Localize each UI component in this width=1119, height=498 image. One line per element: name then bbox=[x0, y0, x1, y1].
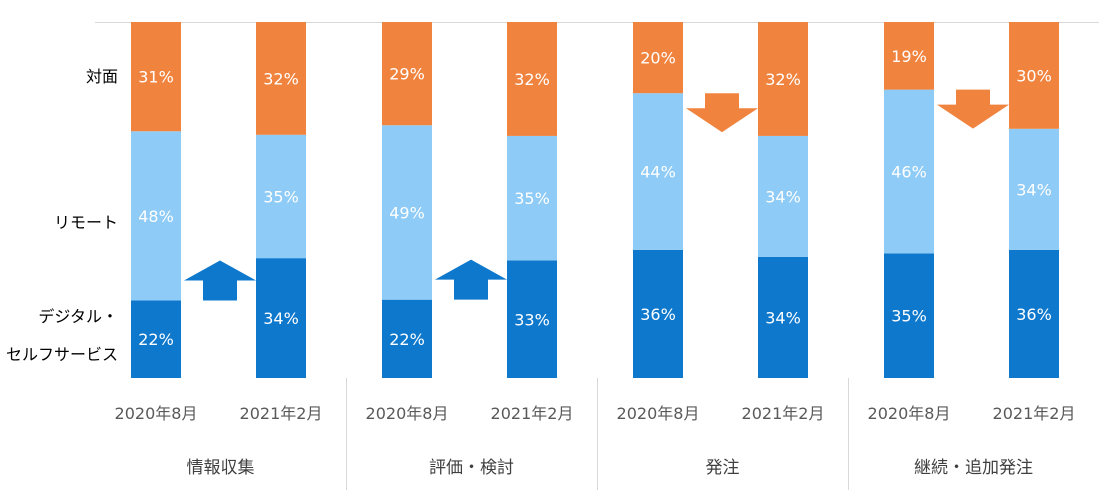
data-label-digital: 36% bbox=[640, 305, 676, 324]
data-label-face: 29% bbox=[389, 65, 425, 84]
group-label: 情報収集 bbox=[187, 458, 255, 478]
period-label: 2020年8月 bbox=[617, 404, 700, 423]
group-label: 継続・追加発注 bbox=[914, 458, 1033, 478]
bar-segment-face bbox=[758, 22, 808, 136]
group-label: 評価・検討 bbox=[429, 458, 514, 478]
data-label-digital: 34% bbox=[765, 308, 801, 327]
bar-segment-remote bbox=[256, 134, 306, 259]
bar-segment-digital bbox=[758, 256, 808, 378]
bar-segment-face bbox=[507, 22, 557, 136]
data-label-digital: 34% bbox=[263, 309, 299, 328]
data-label-digital: 35% bbox=[891, 307, 927, 326]
category-label-digital: セルフサービス bbox=[6, 345, 118, 364]
period-label: 2020年8月 bbox=[115, 404, 198, 423]
bar-segment-digital bbox=[131, 300, 181, 378]
bar-segment-remote bbox=[1009, 128, 1059, 250]
data-label-face: 31% bbox=[138, 68, 174, 87]
bar-segment-remote bbox=[633, 93, 683, 250]
period-label: 2021年2月 bbox=[491, 404, 574, 423]
category-label-remote: リモート bbox=[54, 213, 118, 232]
bar-segment-face bbox=[256, 22, 306, 135]
data-label-face: 32% bbox=[765, 70, 801, 89]
data-label-face: 32% bbox=[514, 70, 550, 89]
bar-segment-digital bbox=[1009, 249, 1059, 378]
period-label: 2020年8月 bbox=[366, 404, 449, 423]
data-label-face: 20% bbox=[640, 49, 676, 68]
data-label-face: 19% bbox=[891, 47, 927, 66]
data-label-remote: 46% bbox=[891, 163, 927, 182]
bar-segment-face bbox=[131, 22, 181, 132]
bar-segment-remote bbox=[382, 125, 432, 300]
bar-segment-remote bbox=[884, 89, 934, 254]
group-label: 発注 bbox=[706, 458, 740, 478]
data-label-digital: 22% bbox=[389, 330, 425, 349]
up-arrow-icon bbox=[184, 260, 256, 301]
bar-segment-face bbox=[633, 22, 683, 94]
data-label-remote: 35% bbox=[514, 189, 550, 208]
data-label-remote: 48% bbox=[138, 207, 174, 226]
data-label-remote: 34% bbox=[1016, 180, 1052, 199]
data-label-remote: 49% bbox=[389, 203, 425, 222]
bar-segment-digital bbox=[633, 249, 683, 378]
category-label-digital: デジタル・ bbox=[38, 307, 118, 326]
bar-segment-digital bbox=[256, 258, 306, 378]
bar-segment-remote bbox=[131, 131, 181, 301]
category-label-face: 対面 bbox=[86, 67, 118, 86]
bar-segment-face bbox=[382, 22, 432, 126]
data-label-remote: 34% bbox=[765, 187, 801, 206]
bar-segment-digital bbox=[884, 253, 934, 378]
down-arrow-icon bbox=[937, 89, 1009, 129]
period-label: 2021年2月 bbox=[240, 404, 323, 423]
bars-layer bbox=[131, 22, 1059, 378]
down-arrow-icon bbox=[686, 93, 758, 133]
bar-segment-remote bbox=[507, 135, 557, 261]
bar-segment-face bbox=[884, 22, 934, 90]
data-label-digital: 22% bbox=[138, 330, 174, 349]
bar-segment-digital bbox=[382, 299, 432, 378]
data-label-digital: 36% bbox=[1016, 305, 1052, 324]
bar-segment-remote bbox=[758, 135, 808, 257]
data-label-remote: 35% bbox=[263, 187, 299, 206]
period-label: 2020年8月 bbox=[868, 404, 951, 423]
up-arrow-icon bbox=[435, 259, 507, 300]
data-label-digital: 33% bbox=[514, 310, 550, 329]
data-label-face: 30% bbox=[1016, 66, 1052, 85]
period-label: 2021年2月 bbox=[993, 404, 1076, 423]
period-label: 2021年2月 bbox=[742, 404, 825, 423]
data-label-face: 32% bbox=[263, 69, 299, 88]
bar-segment-face bbox=[1009, 22, 1059, 129]
data-label-remote: 44% bbox=[640, 163, 676, 182]
arrows-layer bbox=[184, 89, 1009, 301]
bar-segment-digital bbox=[507, 260, 557, 378]
